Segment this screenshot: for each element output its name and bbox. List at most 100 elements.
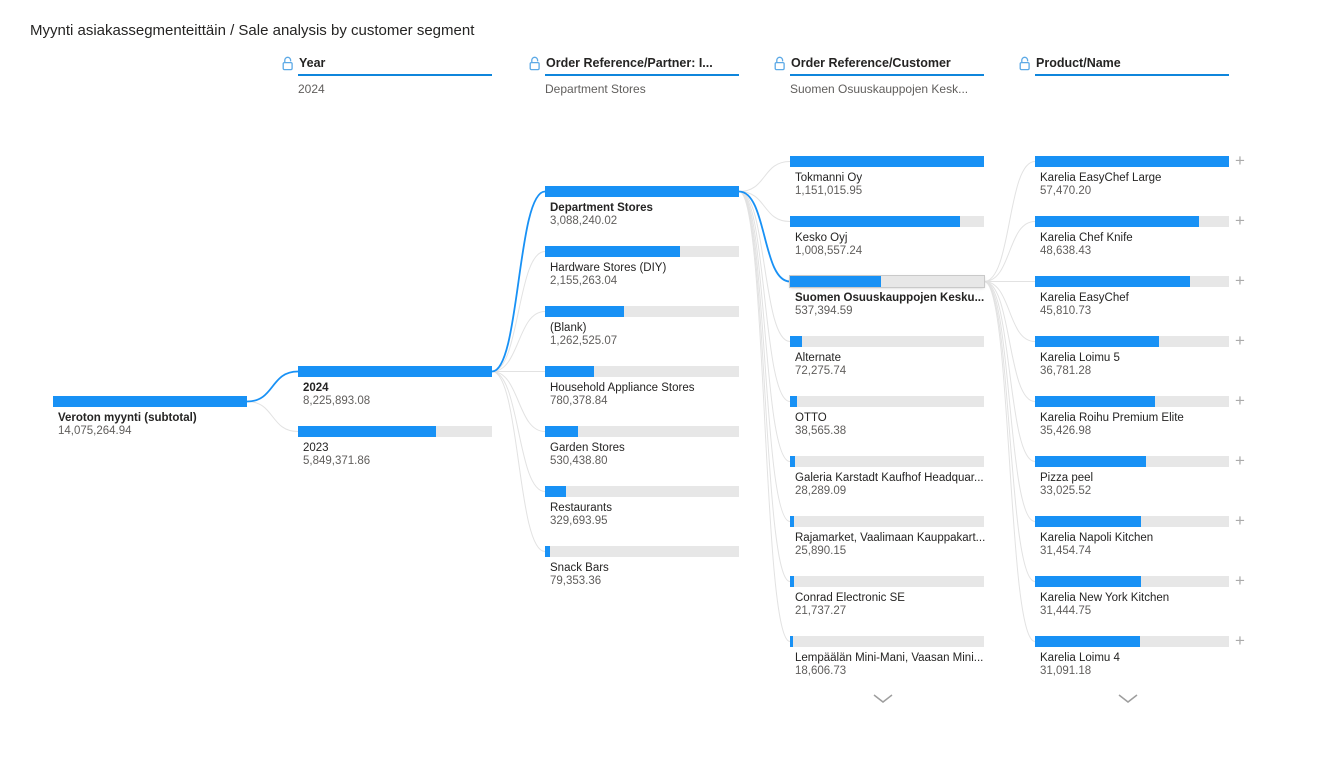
node-label: Karelia Chef Knife	[1040, 232, 1133, 244]
node-label: Hardware Stores (DIY)	[550, 262, 667, 274]
level-header-customer[interactable]: Order Reference/Customer Suomen Osuuskau…	[773, 56, 1003, 96]
node-label: Karelia Napoli Kitchen	[1040, 532, 1154, 544]
node-value: 530,438.80	[550, 455, 608, 467]
plus-icon[interactable]: +	[1235, 571, 1245, 590]
node-bar	[298, 426, 492, 437]
level-header-partner[interactable]: Order Reference/Partner: I... Department…	[528, 56, 758, 96]
tree-node[interactable]: Karelia Loimu 5 36,781.28	[1035, 336, 1235, 377]
node-value: 28,289.09	[795, 485, 847, 497]
node-label: Galeria Karstadt Kaufhof Headquar...	[795, 472, 984, 484]
node-bar	[1035, 396, 1229, 407]
node-value: 48,638.43	[1040, 245, 1092, 257]
node-value: 329,693.95	[550, 515, 608, 527]
plus-icon[interactable]: +	[1235, 271, 1245, 290]
tree-node[interactable]: Department Stores 3,088,240.02	[545, 186, 745, 227]
chevron-down-icon[interactable]	[872, 692, 894, 704]
node-label: (Blank)	[550, 322, 587, 334]
node-label: Kesko Oyj	[795, 232, 848, 244]
tree-node[interactable]: Hardware Stores (DIY) 2,155,263.04	[545, 246, 745, 287]
node-value: 780,378.84	[550, 395, 608, 407]
node-value: 57,470.20	[1040, 185, 1092, 197]
node-value: 8,225,893.08	[303, 395, 371, 407]
tree-node[interactable]: Karelia Napoli Kitchen 31,454.74	[1035, 516, 1235, 557]
tree-node[interactable]: Garden Stores 530,438.80	[545, 426, 745, 467]
tree-node[interactable]: Rajamarket, Vaalimaan Kauppakart... 25,89…	[790, 516, 990, 557]
tree-node[interactable]: Lempäälän Mini-Mani, Vaasan Mini... 18,60…	[790, 636, 990, 677]
node-label: Restaurants	[550, 502, 613, 514]
tree-node[interactable]: 2024 8,225,893.08	[298, 366, 498, 407]
node-bar	[53, 396, 247, 407]
plus-icon[interactable]: +	[1235, 631, 1245, 650]
node-bar	[545, 306, 739, 317]
lock-icon[interactable]	[773, 56, 786, 71]
node-bar	[545, 486, 739, 497]
plus-icon[interactable]: +	[1235, 211, 1245, 230]
node-label: Tokmanni Oy	[795, 172, 863, 184]
lock-icon[interactable]	[281, 56, 294, 71]
node-bar	[1035, 636, 1229, 647]
level-header-year[interactable]: Year 2024	[281, 56, 511, 96]
node-label: Lempäälän Mini-Mani, Vaasan Mini...	[795, 652, 984, 664]
tree-node[interactable]: Suomen Osuuskauppojen Kesku... 537,394.59	[790, 276, 990, 317]
node-value: 1,008,557.24	[795, 245, 863, 257]
tree-node[interactable]: Galeria Karstadt Kaufhof Headquar... 28,2…	[790, 456, 990, 497]
lock-icon[interactable]	[528, 56, 541, 71]
node-label: Snack Bars	[550, 562, 609, 574]
tree-node[interactable]: Karelia Roihu Premium Elite 35,426.98	[1035, 396, 1235, 437]
node-label: Karelia Loimu 4	[1040, 652, 1120, 664]
level-header-label: Product/Name	[1036, 56, 1121, 70]
node-bar	[790, 576, 984, 587]
node-label: Rajamarket, Vaalimaan Kauppakart...	[795, 532, 986, 544]
node-label: Karelia Loimu 5	[1040, 352, 1120, 364]
node-label: Suomen Osuuskauppojen Kesku...	[795, 292, 985, 304]
level-subtitle: 2024	[298, 82, 325, 96]
tree-node[interactable]: Karelia EasyChef 45,810.73	[1035, 276, 1235, 317]
tree-node[interactable]: Restaurants 329,693.95	[545, 486, 745, 527]
node-label: Karelia EasyChef	[1040, 292, 1129, 304]
tree-root-node[interactable]: Veroton myynti (subtotal) 14,075,264.94	[53, 396, 253, 437]
node-value: 31,444.75	[1040, 605, 1092, 617]
node-value: 14,075,264.94	[58, 425, 132, 437]
plus-icon[interactable]: +	[1235, 151, 1245, 170]
plus-icon[interactable]: +	[1235, 451, 1245, 470]
tree-node[interactable]: Pizza peel 33,025.52	[1035, 456, 1235, 497]
tree-node[interactable]: Snack Bars 79,353.36	[545, 546, 745, 587]
node-bar	[1035, 156, 1229, 167]
node-value: 35,426.98	[1040, 425, 1092, 437]
node-value: 1,262,525.07	[550, 335, 618, 347]
node-bar	[545, 546, 739, 557]
lock-icon[interactable]	[1018, 56, 1031, 71]
node-label: 2024	[303, 382, 329, 394]
node-label: Karelia New York Kitchen	[1040, 592, 1170, 604]
visual-title: Myynti asiakassegmenteittäin / Sale anal…	[30, 22, 475, 39]
tree-node[interactable]: Conrad Electronic SE 21,737.27	[790, 576, 990, 617]
tree-node[interactable]: Household Appliance Stores 780,378.84	[545, 366, 745, 407]
tree-node[interactable]: Karelia Chef Knife 48,638.43	[1035, 216, 1235, 257]
node-bar	[1035, 216, 1229, 227]
tree-node[interactable]: (Blank) 1,262,525.07	[545, 306, 745, 347]
node-value: 79,353.36	[550, 575, 602, 587]
tree-node[interactable]: Karelia EasyChef Large 57,470.20	[1035, 156, 1235, 197]
node-value: 45,810.73	[1040, 305, 1092, 317]
node-bar	[545, 426, 739, 437]
tree-node[interactable]: Karelia New York Kitchen 31,444.75	[1035, 576, 1235, 617]
plus-icon[interactable]: +	[1235, 391, 1245, 410]
node-label: Pizza peel	[1040, 472, 1094, 484]
plus-icon[interactable]: +	[1235, 331, 1245, 350]
tree-node[interactable]: OTTO 38,565.38	[790, 396, 990, 437]
node-bar	[790, 336, 984, 347]
level-header-product[interactable]: Product/Name	[1018, 56, 1248, 82]
plus-icon[interactable]: +	[1235, 511, 1245, 530]
header-underline	[298, 74, 492, 76]
node-bar	[1035, 516, 1229, 527]
level-header-label: Order Reference/Partner: I...	[546, 56, 713, 70]
chevron-down-icon[interactable]	[1117, 692, 1139, 704]
node-bar	[1035, 456, 1229, 467]
tree-node[interactable]: Karelia Loimu 4 31,091.18	[1035, 636, 1235, 677]
tree-node[interactable]: 2023 5,849,371.86	[298, 426, 498, 467]
node-bar	[790, 156, 984, 167]
tree-node[interactable]: Kesko Oyj 1,008,557.24	[790, 216, 990, 257]
node-bar	[1035, 576, 1229, 587]
tree-node[interactable]: Alternate 72,275.74	[790, 336, 990, 377]
tree-node[interactable]: Tokmanni Oy 1,151,015.95	[790, 156, 990, 197]
